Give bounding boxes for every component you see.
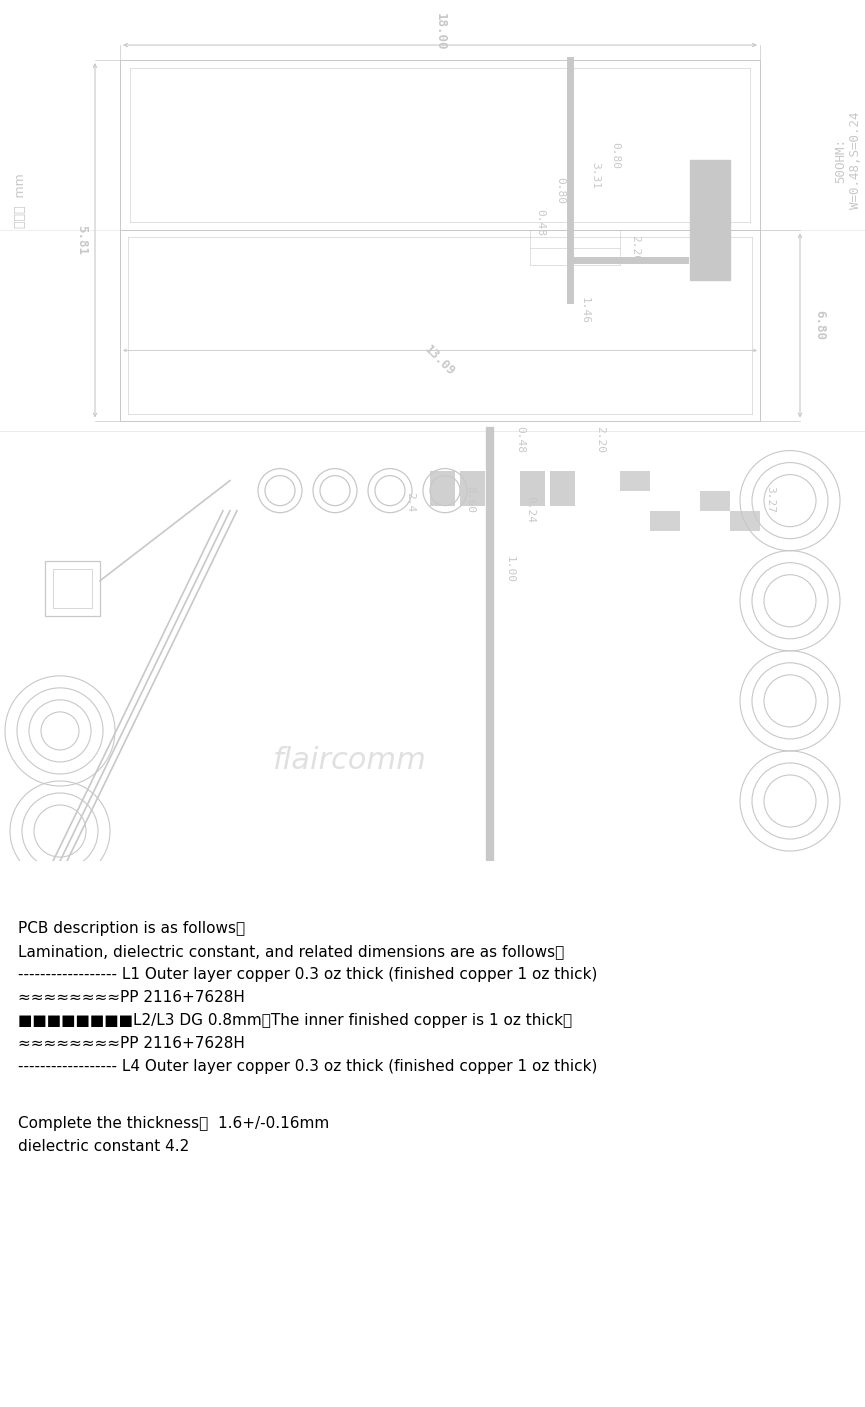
Bar: [650, 511, 680, 530]
Text: flaircomm: flaircomm: [273, 747, 427, 775]
Text: 2.20: 2.20: [630, 235, 640, 262]
Text: 13.09: 13.09: [422, 342, 458, 378]
Text: ------------------ L1 Outer layer copper 0.3 oz thick (finished copper 1 oz thic: ------------------ L1 Outer layer copper…: [18, 967, 598, 982]
Text: 单位：  mm: 单位： mm: [14, 173, 27, 228]
Bar: [730, 511, 760, 530]
Text: Complete the thickness：  1.6+/-0.16mm: Complete the thickness： 1.6+/-0.16mm: [18, 1116, 330, 1131]
Text: 2.20: 2.20: [595, 425, 605, 453]
Bar: [700, 491, 730, 511]
Bar: [430, 470, 455, 505]
Text: 1.00: 1.00: [505, 556, 515, 582]
Text: 0.48: 0.48: [535, 208, 545, 236]
Bar: [620, 470, 650, 491]
Bar: [520, 470, 545, 505]
Text: 0.48: 0.48: [515, 425, 525, 453]
Text: 3.27: 3.27: [765, 485, 775, 512]
Bar: [45, 561, 100, 616]
Text: 0.24: 0.24: [525, 495, 535, 522]
Text: ------------------ L4 Outer layer copper 0.3 oz thick (finished copper 1 oz thic: ------------------ L4 Outer layer copper…: [18, 1058, 598, 1074]
Text: 18.00: 18.00: [433, 13, 446, 51]
Text: 0.80: 0.80: [555, 177, 565, 204]
Text: 5.81: 5.81: [75, 225, 88, 255]
Text: 0.80: 0.80: [610, 142, 620, 169]
Text: ■■■■■■■■L2/L3 DG 0.8mm（The inner finished copper is 1 oz thick）: ■■■■■■■■L2/L3 DG 0.8mm（The inner finishe…: [18, 1013, 572, 1027]
Text: Lamination, dielectric constant, and related dimensions are as follows：: Lamination, dielectric constant, and rel…: [18, 944, 564, 960]
Text: 1.46: 1.46: [580, 297, 590, 324]
Text: 2.4: 2.4: [405, 492, 415, 512]
Bar: [53, 568, 92, 608]
Text: 8.60: 8.60: [465, 485, 475, 512]
Text: 6.80: 6.80: [813, 311, 826, 340]
Bar: [550, 470, 575, 505]
Text: 3.31: 3.31: [590, 162, 600, 189]
Bar: [460, 470, 485, 505]
Text: ≈≈≈≈≈≈≈≈PP 2116+7628H: ≈≈≈≈≈≈≈≈PP 2116+7628H: [18, 991, 245, 1005]
Text: ≈≈≈≈≈≈≈≈PP 2116+7628H: ≈≈≈≈≈≈≈≈PP 2116+7628H: [18, 1036, 245, 1051]
Text: 50OHM:
W=0.48,S=0.24: 50OHM: W=0.48,S=0.24: [834, 111, 862, 210]
Text: PCB description is as follows：: PCB description is as follows：: [18, 922, 245, 936]
Text: dielectric constant 4.2: dielectric constant 4.2: [18, 1138, 189, 1154]
Bar: [690, 160, 730, 280]
